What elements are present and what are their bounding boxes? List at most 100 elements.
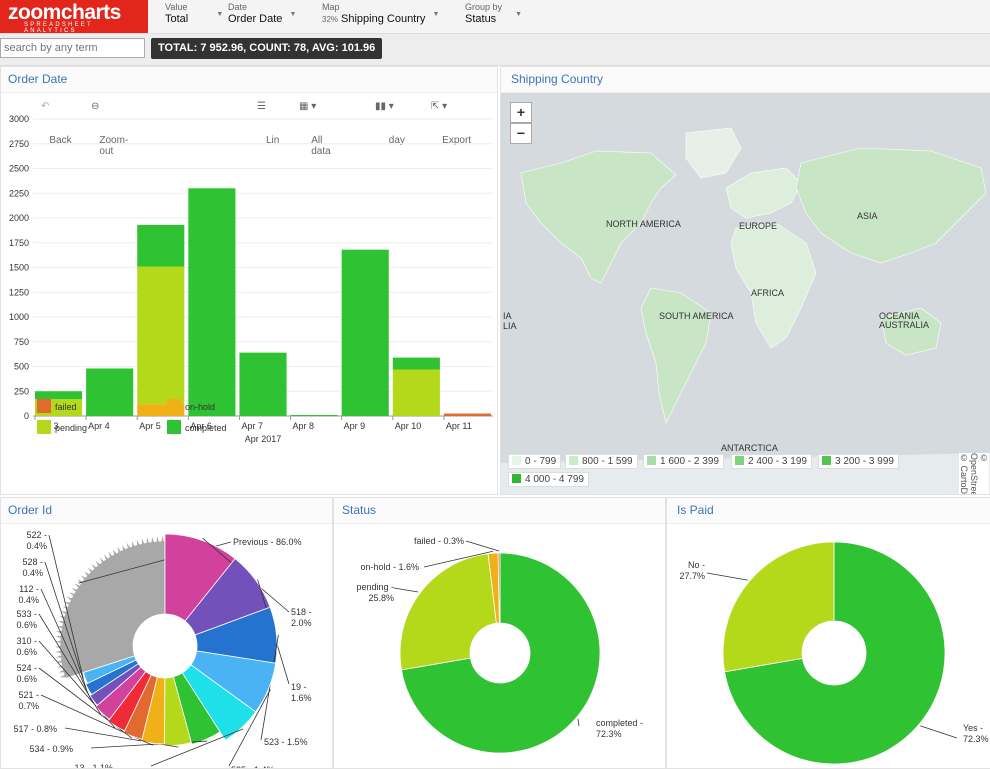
all-data-label: All data: [311, 135, 331, 157]
slice-label: No -: [688, 560, 705, 570]
order-date-bar-chart[interactable]: 0 250 500 750 1000 1250 1500 1750 2000 2250 2500 27…: [1, 67, 497, 494]
x-axis-label: Apr 2017: [245, 434, 282, 444]
pie-slice-edge: [146, 537, 150, 544]
legend-swatch: [647, 456, 656, 465]
lin-button[interactable]: ☰ Lin: [257, 101, 280, 146]
label-oceania: OCEANIA: [879, 311, 920, 321]
label-leader: [40, 588, 93, 703]
top-bar: zoomcharts SPREADSHEET ANALYTICS Value T…: [0, 0, 990, 34]
back-button[interactable]: ↶ Back: [41, 101, 72, 146]
value-dropdown[interactable]: Value Total ▼: [165, 2, 223, 32]
summary-badge: TOTAL: 7 952.96, COUNT: 78, AVG: 101.96: [151, 38, 383, 59]
slice-label: 533 -: [16, 609, 37, 619]
label-leader: [48, 534, 84, 679]
legend-swatch: [512, 474, 521, 483]
status-pie-chart[interactable]: completed -72.3% pending -25.8% on-hold - …: [334, 498, 665, 768]
x-tick-label: Apr 4: [88, 421, 110, 431]
slice-label: 0.6%: [16, 647, 37, 657]
bar-segment: [290, 415, 338, 417]
pie-slice-edge: [122, 544, 126, 551]
order-id-pie-chart[interactable]: Previous - 86.0% 518 -2.0% 19 -1.6% 523 - 1…: [1, 498, 332, 768]
legend-label: on-hold: [185, 402, 215, 412]
lin-label: Lin: [265, 135, 280, 146]
slice-label: 518 -: [291, 607, 312, 617]
zoom-out-button[interactable]: ⊖ Zoom-out: [91, 101, 129, 157]
map-legend-item[interactable]: 2 400 - 3 199: [731, 454, 812, 469]
map-legend-item[interactable]: 1 600 - 2 399: [643, 454, 724, 469]
map-dropdown[interactable]: Map 32% Shipping Country ▼: [322, 2, 439, 32]
search-input[interactable]: [0, 38, 145, 58]
map-legend-item[interactable]: 3 200 - 3 999: [818, 454, 899, 469]
slice-label: 528 -: [22, 557, 43, 567]
pie-slice-edge: [95, 560, 101, 567]
chevron-down-icon: ▼: [432, 11, 440, 18]
x-tick-label: Apr 8: [293, 421, 315, 431]
slice-label: 19 -: [291, 682, 307, 692]
map-percent: 32%: [322, 15, 339, 24]
day-button[interactable]: ▮▮ day ▾: [375, 101, 405, 146]
pie-slice-edge: [55, 650, 62, 653]
map-legend-item[interactable]: 0 - 799: [508, 454, 562, 469]
legend-label: 800 - 1 599: [582, 456, 633, 467]
slice-label: 0.7%: [18, 701, 39, 711]
south-america-shape: [640, 287, 712, 424]
bar-segment: [35, 391, 83, 400]
export-button[interactable]: ⇱ Export ▾: [431, 101, 472, 146]
label-leader: [38, 613, 102, 716]
pie-slice-edge: [103, 554, 109, 561]
is-paid-pie-chart[interactable]: Yes -72.3% No -27.7%: [667, 498, 990, 768]
slice-label: 112 -: [19, 584, 39, 594]
y-tick-label: 0: [24, 411, 29, 421]
map-zoom-out-button[interactable]: −: [510, 123, 532, 144]
slice-label: 13 - 1.1%: [74, 763, 113, 768]
pie-slice-edge: [55, 640, 62, 644]
value-label: Total: [165, 13, 189, 25]
y-tick-label: 250: [14, 386, 29, 396]
legend-swatch: [569, 456, 578, 465]
bar-segment: [86, 368, 134, 416]
pie-slice-previous: [59, 540, 166, 679]
world-map[interactable]: NORTH AMERICA EUROPE ASIA AFRICA SOUTH A…: [501, 93, 990, 494]
group-by-dropdown[interactable]: Group by Status ▼: [465, 2, 522, 32]
label-leader: [577, 718, 580, 727]
map-zoom-in-button[interactable]: +: [510, 102, 532, 123]
slice-label: 523 - 1.5%: [264, 737, 308, 747]
pie-slice-edge: [55, 635, 62, 639]
panel-title: Is Paid: [667, 498, 990, 524]
pie-slice-edge: [126, 542, 131, 549]
panel-title: Order Date: [1, 67, 497, 93]
slice-label: Previous - 86.0%: [233, 537, 302, 547]
pie-slice-edge: [59, 616, 66, 619]
legend-label: completed: [185, 423, 227, 433]
date-dropdown[interactable]: Date Order Date ▼: [228, 2, 296, 32]
x-tick-label: Apr 7: [241, 421, 263, 431]
bar-segment: [392, 357, 440, 370]
x-tick-label: Apr 9: [344, 421, 366, 431]
shipping-country-panel: Shipping Country NORTH AMERICA EUROPE AS…: [500, 66, 990, 495]
africa-shape: [730, 222, 817, 349]
bar-segment: [137, 266, 185, 405]
zoom-out-label: Zoom-out: [99, 135, 129, 157]
x-tick-label: Apr 11: [446, 421, 472, 431]
bar-segment: [239, 352, 287, 416]
pie-slice-edge: [91, 564, 97, 570]
panel-title: Shipping Country: [501, 67, 990, 93]
pie-slice-edge: [66, 596, 73, 601]
value-caption: Value: [165, 2, 188, 12]
is-paid-panel: Is Paid Yes -72.3% No -27.7%: [666, 497, 990, 769]
all-data-button[interactable]: ▦ All data ▾: [299, 101, 331, 157]
chevron-down-icon: ▼: [289, 11, 297, 18]
x-tick-label: Apr 6: [190, 421, 212, 431]
slice-label: 517 - 0.8%: [13, 724, 57, 734]
slice-label: 0.6%: [16, 620, 37, 630]
map-legend-item[interactable]: 4 000 - 4 799: [508, 472, 589, 487]
date-caption: Date: [228, 2, 248, 12]
pie-slice: [82, 655, 137, 684]
y-tick-label: 500: [14, 362, 29, 372]
map-legend-item[interactable]: 800 - 1 599: [565, 454, 638, 469]
pie-slice-edge: [74, 583, 81, 588]
world-map-graphic: NORTH AMERICA EUROPE ASIA AFRICA SOUTH A…: [501, 93, 990, 494]
group-label: Status: [465, 13, 497, 25]
panel-title: Order Id: [1, 498, 332, 524]
legend-swatch: [37, 420, 51, 434]
